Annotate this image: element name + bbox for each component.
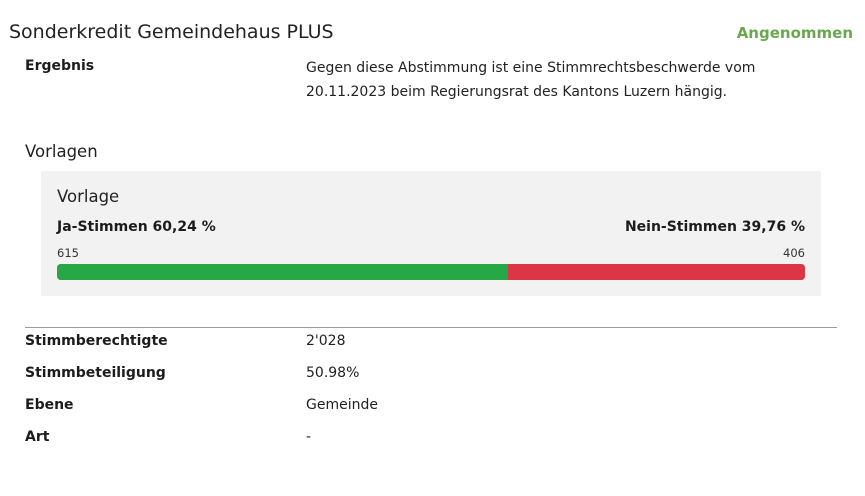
detail-label-stimmberechtigte: Stimmberechtigte — [25, 333, 168, 349]
detail-label-art: Art — [25, 429, 50, 445]
no-votes-label: Nein-Stimmen 39,76 % — [624, 219, 805, 235]
vorlagen-heading: Vorlagen — [25, 142, 98, 161]
yes-votes-count: 615 — [57, 246, 79, 260]
detail-value-stimmberechtigte: 2'028 — [306, 333, 346, 349]
ergebnis-text: Gegen diese Abstimmung ist eine Stimmrec… — [306, 60, 756, 100]
detail-label-stimmbeteiligung: Stimmbeteiligung — [25, 365, 166, 381]
vorlage-title: Vorlage — [57, 187, 120, 206]
no-votes-count: 406 — [783, 246, 805, 260]
divider — [25, 327, 837, 328]
yes-votes-bar — [57, 264, 508, 280]
no-votes-bar — [507, 264, 805, 280]
yes-votes-label: Ja-Stimmen 60,24 % — [57, 219, 216, 235]
status-badge: Angenommen — [736, 24, 853, 42]
detail-label-ebene: Ebene — [25, 397, 74, 413]
page-title: Sonderkredit Gemeindehaus PLUS — [9, 21, 334, 43]
detail-value-stimmbeteiligung: 50.98% — [306, 365, 360, 381]
vorlage-card: Vorlage Ja-Stimmen 60,24 % Nein-Stimmen … — [41, 171, 821, 296]
detail-value-art: - — [306, 429, 312, 445]
ergebnis-label: Ergebnis — [25, 58, 95, 74]
detail-value-ebene: Gemeinde — [306, 397, 378, 413]
vote-result-bar — [57, 264, 805, 280]
